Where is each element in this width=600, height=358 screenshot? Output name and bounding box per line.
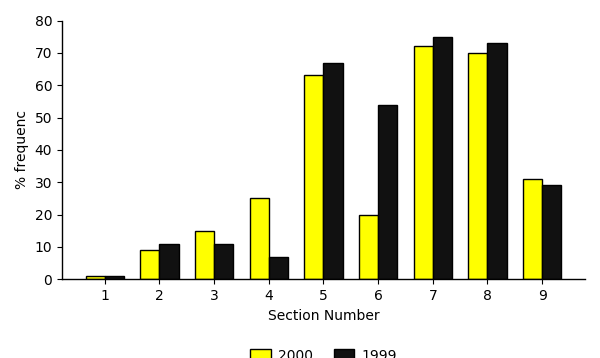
Bar	[433, 37, 452, 279]
Bar	[469, 53, 487, 279]
Bar	[523, 179, 542, 279]
Y-axis label: % frequenc: % frequenc	[15, 110, 29, 189]
X-axis label: Section Number: Section Number	[268, 309, 379, 323]
Bar	[487, 43, 506, 279]
Bar	[269, 257, 288, 279]
Bar	[214, 244, 233, 279]
Bar	[323, 63, 343, 279]
Bar	[359, 214, 378, 279]
Bar	[86, 276, 105, 279]
Bar	[250, 198, 269, 279]
Bar	[195, 231, 214, 279]
Bar	[542, 185, 561, 279]
Bar	[304, 76, 323, 279]
Bar	[105, 276, 124, 279]
Bar	[378, 105, 397, 279]
Bar	[413, 47, 433, 279]
Legend: 2000, 1999: 2000, 1999	[244, 343, 403, 358]
Bar	[160, 244, 179, 279]
Bar	[140, 250, 160, 279]
